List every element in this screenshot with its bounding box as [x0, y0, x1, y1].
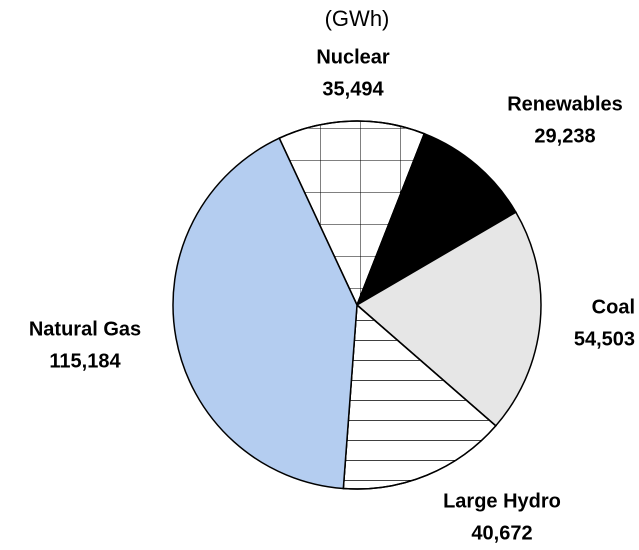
slice-value: 29,238 — [534, 125, 595, 147]
slice-label: Coal — [592, 296, 635, 318]
pie-slice — [355, 132, 517, 307]
slice-label: Large Hydro — [443, 490, 561, 512]
slice-label: Natural Gas — [29, 318, 141, 340]
pie-slice — [355, 211, 542, 427]
slice-value: 40,672 — [471, 522, 532, 544]
slice-pattern — [278, 120, 426, 307]
slice-pattern — [342, 303, 497, 490]
slice-label: Renewables — [507, 93, 623, 115]
slice-value: 115,184 — [49, 350, 121, 372]
slice-value: 54,503 — [574, 328, 635, 350]
chart-title: (GWh) — [325, 6, 390, 31]
slice-label: Nuclear — [316, 46, 390, 68]
slice-value: 35,494 — [322, 78, 384, 100]
pie-slice — [172, 137, 358, 490]
